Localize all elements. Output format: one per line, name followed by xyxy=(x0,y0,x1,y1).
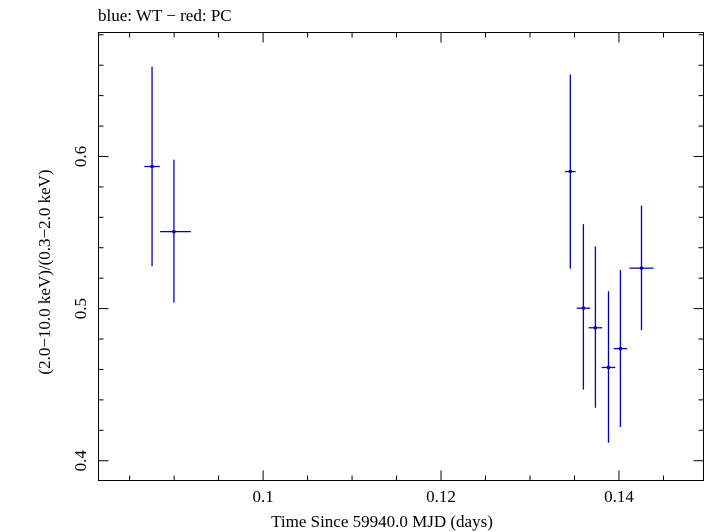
point-marker xyxy=(618,346,623,351)
data-point xyxy=(565,74,576,269)
point-marker xyxy=(606,365,611,370)
point-marker xyxy=(639,266,644,270)
data-point xyxy=(160,159,191,303)
x-axis-title: Time Since 59940.0 MJD (days) xyxy=(271,512,493,531)
chart-title: blue: WT − red: PC xyxy=(98,6,232,25)
y-axis-title: (2.0−10.0 keV)/(0.3−2.0 keV) xyxy=(35,169,54,374)
plot-frame xyxy=(98,32,704,481)
y-tick-label: 0.6 xyxy=(71,146,90,167)
data-point xyxy=(613,269,628,427)
point-marker xyxy=(172,229,176,234)
data-points xyxy=(144,66,654,443)
point-marker xyxy=(593,325,598,330)
point-marker xyxy=(581,306,586,310)
data-point xyxy=(576,224,591,390)
x-tick-label: 0.1 xyxy=(252,487,273,506)
data-point xyxy=(588,246,603,408)
y-tick-label: 0.5 xyxy=(71,298,90,319)
point-marker xyxy=(568,169,573,174)
tick-labels: 0.1 0.12 0.14 0.4 0.5 0.6 xyxy=(71,146,634,506)
point-marker xyxy=(150,164,154,169)
y-tick-label: 0.4 xyxy=(71,450,90,472)
data-point xyxy=(144,66,160,267)
x-tick-label: 0.14 xyxy=(604,487,634,506)
data-point xyxy=(629,205,654,331)
data-point xyxy=(601,291,616,443)
x-tick-label: 0.12 xyxy=(426,487,456,506)
axis-ticks xyxy=(98,32,704,481)
